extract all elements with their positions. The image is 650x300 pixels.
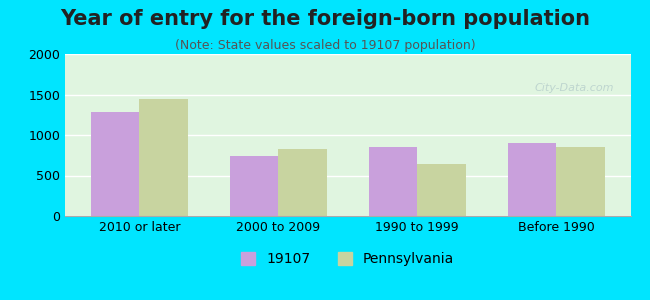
Bar — [556, 147, 604, 216]
Bar — [369, 147, 417, 216]
Bar — [139, 99, 188, 216]
Bar — [229, 156, 278, 216]
Bar — [508, 142, 556, 216]
Bar — [91, 112, 139, 216]
Text: (Note: State values scaled to 19107 population): (Note: State values scaled to 19107 popu… — [175, 39, 475, 52]
Text: Year of entry for the foreign-born population: Year of entry for the foreign-born popul… — [60, 9, 590, 29]
Text: City-Data.com: City-Data.com — [534, 83, 614, 93]
Bar — [278, 149, 327, 216]
Legend: 19107, Pennsylvania: 19107, Pennsylvania — [237, 248, 458, 271]
Bar — [417, 164, 466, 216]
